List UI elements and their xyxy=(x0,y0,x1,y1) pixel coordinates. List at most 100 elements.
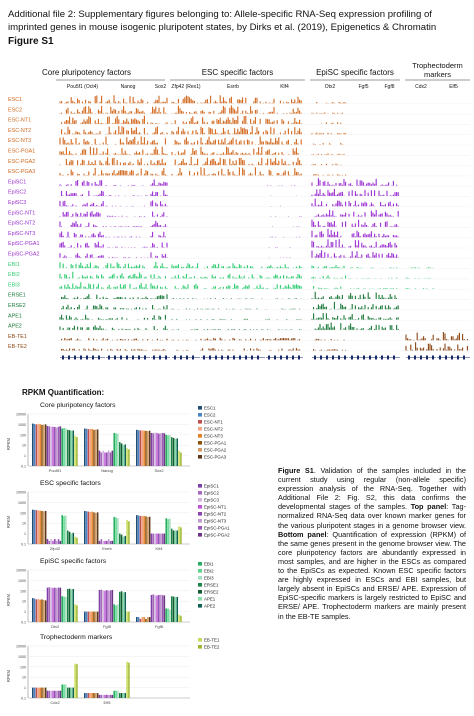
browser-coverage-track xyxy=(61,294,104,299)
rpkm-bar xyxy=(147,617,149,622)
rpkm-legend-label: EBI2 xyxy=(204,568,214,573)
browser-coverage-track xyxy=(378,242,398,248)
browser-coverage-track xyxy=(311,239,347,248)
rpkm-bar xyxy=(59,690,62,698)
browser-exon xyxy=(221,355,223,360)
rpkm-bar xyxy=(154,595,156,622)
rpkm-legend-swatch xyxy=(198,434,202,438)
browser-coverage-track xyxy=(348,292,377,299)
browser-sample-label: EpiSC-PGA2 xyxy=(8,252,39,258)
rpkm-bar xyxy=(50,690,52,698)
browser-coverage-track xyxy=(200,337,264,341)
browser-coverage-track xyxy=(378,253,399,258)
rpkm-bar xyxy=(109,540,112,544)
rpkm-bar xyxy=(63,428,65,466)
rpkm-bar xyxy=(106,540,108,544)
browser-coverage-track xyxy=(150,190,168,196)
rpkm-legend-swatch xyxy=(198,604,202,608)
browser-exon xyxy=(245,355,247,360)
browser-coverage-track xyxy=(152,126,168,135)
rpkm-bar xyxy=(84,510,86,544)
rpkm-bar xyxy=(84,693,86,698)
browser-sample-label: APE2 xyxy=(8,324,22,330)
rpkm-bar xyxy=(128,611,130,622)
rpkm-bar xyxy=(48,426,51,466)
browser-coverage-track xyxy=(152,338,168,341)
rpkm-legend-label: EpiSC-PGA2 xyxy=(204,532,230,537)
rpkm-bar xyxy=(180,615,182,622)
browser-coverage-track xyxy=(105,126,149,135)
browser-exon xyxy=(209,355,211,360)
rpkm-panel-title: Core pluripotency factors xyxy=(40,402,116,409)
rpkm-bar xyxy=(74,536,76,544)
browser-coverage-track xyxy=(61,116,104,124)
rpkm-bar xyxy=(147,431,149,466)
rpkm-bar xyxy=(91,428,93,466)
browser-coverage-track xyxy=(311,228,342,238)
rpkm-bar xyxy=(118,591,121,622)
browser-exon xyxy=(80,355,82,360)
rpkm-panel: Core pluripotency factors 10000 1000 100 10 1… xyxy=(6,402,227,473)
browser-exon xyxy=(314,355,316,360)
rpkm-y-tick: 100 xyxy=(20,665,26,669)
rpkm-legend-label: EB-TE2 xyxy=(204,644,220,649)
rpkm-bar xyxy=(172,437,175,466)
browser-coverage-track xyxy=(200,273,263,279)
browser-coverage-track xyxy=(311,265,345,269)
rpkm-bar xyxy=(57,587,60,622)
rpkm-bar xyxy=(63,596,65,622)
rpkm-bar xyxy=(180,527,182,544)
browser-exon xyxy=(68,355,70,360)
browser-coverage-track xyxy=(59,180,103,186)
rpkm-bar xyxy=(54,539,56,544)
browser-sample-label: ESC-NT1 xyxy=(8,118,31,124)
rpkm-legend-label: ERSE2 xyxy=(204,589,219,594)
rpkm-legend-swatch xyxy=(198,505,202,509)
browser-coverage-track xyxy=(153,95,168,104)
rpkm-bar xyxy=(91,511,93,544)
rpkm-panel: Trophectoderm markers 10000 1000 100 10 1 0.1 R… xyxy=(6,634,220,705)
rpkm-bar xyxy=(120,534,123,544)
browser-coverage-track xyxy=(152,305,168,310)
rpkm-bar xyxy=(32,509,34,544)
browser-gene-label: Esrrb xyxy=(227,84,239,90)
rpkm-bar xyxy=(43,424,45,466)
rpkm-bar xyxy=(150,533,153,544)
rpkm-bar xyxy=(176,596,179,622)
rpkm-bar xyxy=(169,609,171,622)
rpkm-y-tick: 100 xyxy=(20,511,26,515)
rpkm-bar xyxy=(148,516,151,544)
browser-coverage-track xyxy=(171,263,199,269)
rpkm-bar xyxy=(156,595,158,622)
browser-coverage-track xyxy=(150,179,168,186)
rpkm-bar xyxy=(104,590,106,622)
rpkm-bar xyxy=(113,432,115,466)
browser-coverage-track xyxy=(174,156,199,166)
rpkm-bar xyxy=(136,617,138,622)
rpkm-x-tick: Pou5f1 xyxy=(49,468,62,473)
rpkm-legend-swatch xyxy=(198,519,202,523)
rpkm-bar xyxy=(44,510,47,544)
rpkm-bar xyxy=(102,694,104,698)
browser-coverage-track xyxy=(107,215,145,217)
rpkm-bar xyxy=(170,596,173,622)
rpkm-legend-label: ESC-NT2 xyxy=(204,426,223,431)
browser-coverage-track xyxy=(150,146,168,155)
browser-coverage-track xyxy=(348,314,377,320)
browser-exon xyxy=(138,355,140,360)
rpkm-bar xyxy=(39,424,41,466)
rpkm-bar xyxy=(95,611,97,622)
rpkm-bar xyxy=(106,452,108,466)
rpkm-bar xyxy=(87,511,90,544)
rpkm-bar xyxy=(65,515,67,544)
browser-coverage-track xyxy=(105,148,149,155)
rpkm-bar xyxy=(169,435,171,466)
browser-exon xyxy=(451,355,453,360)
browser-coverage-track xyxy=(275,298,302,299)
browser-exon xyxy=(268,355,270,360)
browser-coverage-track xyxy=(348,251,377,258)
rpkm-bar xyxy=(178,614,180,622)
rpkm-bar xyxy=(141,515,144,544)
browser-group: ESC specific factors xyxy=(170,68,305,81)
browser-coverage-track xyxy=(313,286,342,289)
